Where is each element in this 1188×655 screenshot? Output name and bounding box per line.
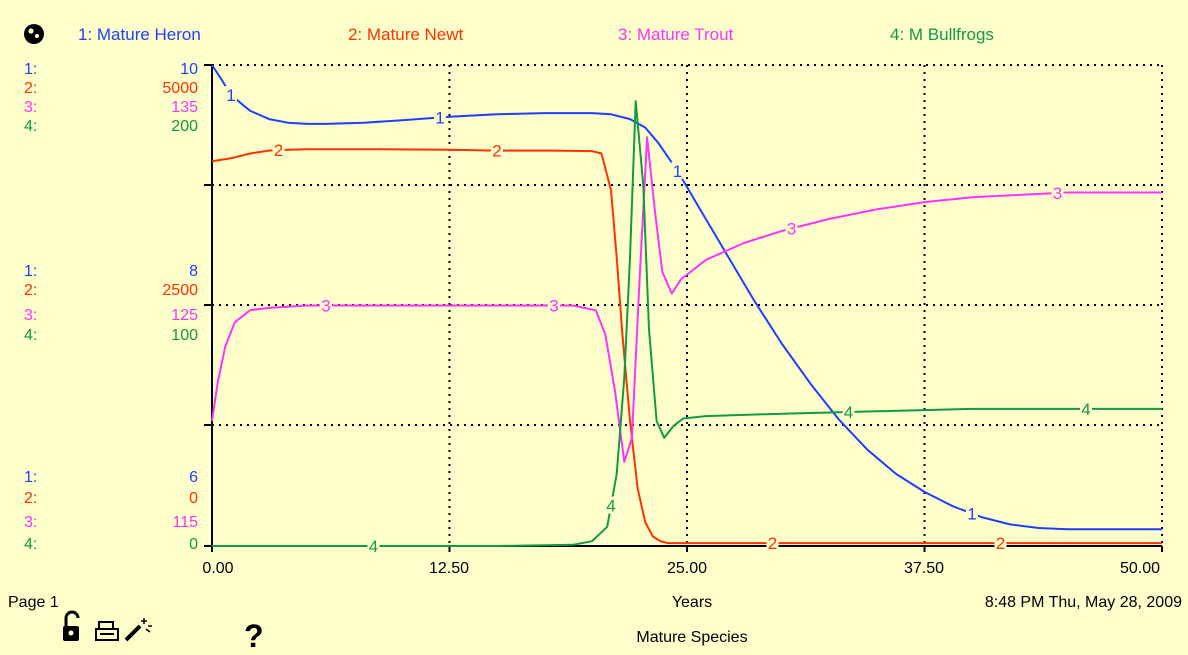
series-marker-3-0: 3	[321, 297, 330, 316]
x-tick-label-2: 25.00	[667, 560, 707, 577]
scale-row-mid-value-1: 8	[189, 263, 198, 280]
grid	[211, 64, 1163, 552]
lock-open-icon[interactable]	[63, 610, 80, 641]
series-marker-bg-4-3	[1080, 399, 1092, 417]
scale-row-top-value-3: 135	[171, 99, 198, 116]
series-line-2	[211, 148, 1162, 545]
series-layer: 1 1 1 1 2 2 2 2 3 3 3 3 4 4 4 4	[211, 64, 1162, 556]
series-marker-3-3: 3	[1053, 184, 1062, 203]
scale-row-mid-id-3: 3:	[24, 307, 37, 324]
x-tick-label-1: 12.50	[429, 560, 469, 577]
magic-wand-icon[interactable]	[124, 618, 152, 642]
print-icon[interactable]	[95, 621, 119, 641]
scale-row-bottom-id-2: 2:	[24, 490, 37, 507]
scale-row-mid-value-2: 2500	[162, 282, 198, 299]
series-marker-3-2: 3	[787, 220, 796, 239]
legend-entry-trout: 3: Mature Trout	[618, 25, 734, 44]
scale-row-bottom-value-1: 6	[189, 469, 198, 486]
x-tick-labels: 0.00 12.50 25.00 37.50 50.00	[202, 560, 1160, 577]
scale-row-top-value-1: 10	[180, 61, 198, 78]
scale-labels-bottom: 1: 2: 3: 4: 6 0 115 0	[24, 469, 198, 553]
series-marker-bg-1-3	[966, 504, 978, 522]
series-marker-bg-3-1	[548, 296, 560, 314]
scale-row-bottom-value-2: 0	[189, 490, 198, 507]
series-marker-2-1: 2	[492, 142, 501, 161]
legend: 1: Mature Heron 2: Mature Newt 3: Mature…	[24, 24, 994, 44]
scale-labels-middle: 1: 2: 3: 4: 8 2500 125 100	[24, 263, 198, 344]
series-marker-bg-2-2	[766, 534, 779, 552]
series-marker-1-1: 1	[435, 108, 444, 127]
scale-row-mid-id-2: 2:	[24, 282, 37, 299]
footer: Page 1 Years 8:48 PM Thu, May 28, 2009 M…	[8, 594, 1182, 654]
scale-row-bottom-id-3: 3:	[24, 514, 37, 531]
series-marker-2-0: 2	[274, 141, 283, 160]
series-marker-bg-3-3	[1051, 183, 1064, 201]
legend-entry-bullfrogs: 4: M Bullfrogs	[890, 25, 994, 44]
series-marker-bg-2-0	[272, 141, 285, 159]
scale-row-mid-id-1: 1:	[24, 263, 37, 280]
globe-icon[interactable]	[24, 24, 44, 44]
series-marker-1-0: 1	[226, 86, 235, 105]
x-tick-label-4: 50.00	[1120, 560, 1160, 577]
timestamp: 8:48 PM Thu, May 28, 2009	[985, 594, 1182, 611]
series-marker-4-3: 4	[1081, 400, 1090, 419]
series-marker-1-3: 1	[967, 505, 976, 524]
series-line-3	[211, 136, 1162, 463]
series-marker-3-1: 3	[549, 297, 558, 316]
series-marker-bg-1-2	[671, 161, 684, 179]
series-marker-4-1: 4	[606, 497, 615, 516]
series-marker-2-2: 2	[768, 534, 777, 553]
scale-row-top-value-2: 5000	[162, 80, 198, 97]
series-marker-bg-3-0	[320, 296, 332, 314]
series-marker-bg-3-2	[785, 219, 798, 237]
scale-row-top-id-1: 1:	[24, 61, 37, 78]
series-marker-bg-4-1	[605, 496, 617, 514]
series-marker-bg-1-0	[225, 86, 237, 104]
scale-row-mid-value-3: 125	[171, 307, 198, 324]
scale-row-top-value-4: 200	[171, 118, 198, 135]
scale-row-bottom-value-4: 0	[189, 536, 198, 553]
series-line-4	[212, 100, 1162, 547]
scale-row-top-id-3: 3:	[24, 99, 37, 116]
series-marker-4-2: 4	[844, 403, 853, 422]
series-marker-bg-4-2	[842, 403, 855, 421]
scale-row-bottom-id-1: 1:	[24, 469, 37, 486]
legend-entry-heron: 1: Mature Heron	[78, 25, 201, 44]
scale-row-top-id-2: 2:	[24, 80, 37, 97]
scale-labels-top: 1: 2: 3: 4: 10 5000 135 200	[24, 61, 198, 135]
series-marker-bg-4-0	[367, 537, 380, 554]
scale-row-mid-id-4: 4:	[24, 327, 37, 344]
series-marker-bg-1-1	[434, 108, 446, 126]
series-marker-1-2: 1	[673, 162, 682, 181]
x-tick-label-3: 37.50	[904, 560, 944, 577]
series-marker-2-3: 2	[996, 534, 1005, 553]
page-label[interactable]: Page 1	[8, 594, 59, 611]
series-marker-bg-2-1	[491, 141, 503, 159]
series-marker-bg-2-3	[994, 534, 1007, 552]
scale-row-mid-value-4: 100	[171, 327, 198, 344]
legend-entry-newt: 2: Mature Newt	[348, 25, 464, 44]
scale-row-bottom-value-3: 115	[172, 514, 198, 531]
series-marker-4-0: 4	[369, 537, 378, 556]
x-tick-label-0: 0.00	[202, 560, 233, 577]
graph-title: Mature Species	[636, 629, 747, 646]
scale-row-top-id-4: 4:	[24, 118, 37, 135]
scale-row-bottom-id-4: 4:	[24, 536, 37, 553]
series-line-1	[211, 64, 1162, 531]
x-axis-label: Years	[672, 594, 712, 611]
help-icon[interactable]: ?	[244, 618, 264, 654]
